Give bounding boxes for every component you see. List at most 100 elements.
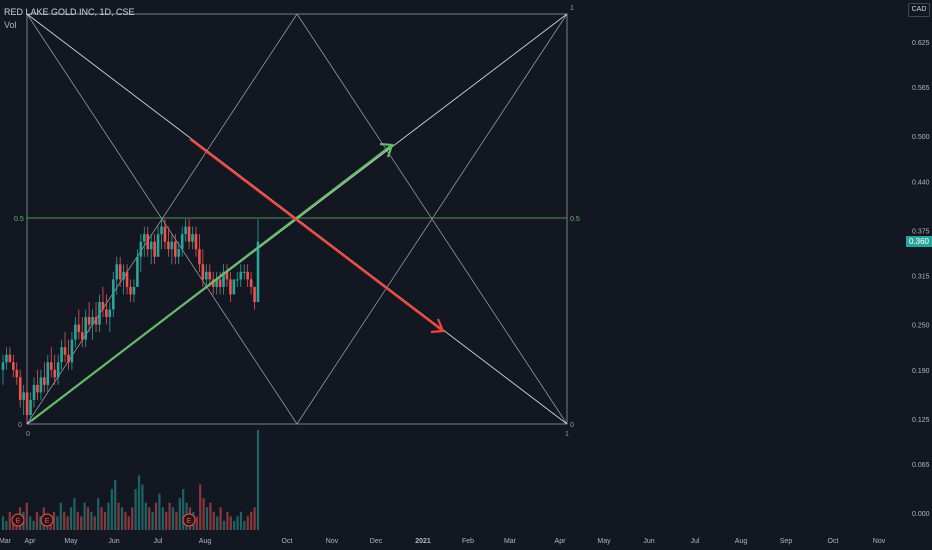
candle-body [249, 279, 253, 287]
volume-bar [229, 516, 232, 530]
candle-body [218, 279, 222, 287]
volume-bar [219, 507, 222, 530]
y-tick-label: 0.375 [912, 228, 930, 235]
volume-bar [1, 516, 5, 530]
x-tick-label: Nov [326, 538, 339, 545]
volume-label: Vol [4, 20, 17, 30]
volume-bar [29, 516, 32, 530]
x-tick-label: Aug [735, 538, 748, 545]
volume-bar [134, 489, 137, 530]
volume-bar [69, 507, 73, 530]
earnings-marker[interactable]: E [40, 513, 54, 527]
time-axis[interactable]: Mar Apr May Jun Jul Aug Oct Nov Dec 2021 Feb Mar Apr… [0, 538, 886, 545]
candle-body [187, 226, 191, 242]
volume-bar [202, 498, 205, 530]
candle-body [84, 317, 88, 340]
currency-button[interactable]: CAD [908, 3, 930, 17]
volume-bar [100, 507, 103, 530]
volume-bar [243, 520, 246, 530]
volume-bar [154, 502, 158, 530]
volume-pane [1, 430, 260, 530]
candle-body [201, 264, 205, 280]
y-tick-label: 0.315 [912, 274, 930, 281]
candle-body [225, 271, 229, 280]
earnings-marker[interactable]: E [182, 513, 196, 527]
candle-body [94, 317, 98, 325]
candle-body [139, 241, 143, 257]
x-tick-label: Apr [555, 538, 567, 545]
volume-bar [253, 507, 256, 530]
volume-bar [25, 502, 28, 530]
candle-body [232, 279, 236, 295]
y-tick-label: 0.065 [912, 462, 930, 469]
price-axis[interactable]: 0.625 0.565 0.500 0.440 0.375 0.315 0.250 0.190… [912, 40, 930, 518]
candle-body [36, 384, 39, 393]
volume-bar [226, 511, 229, 530]
x-tick-label: 2021 [415, 538, 431, 545]
candle-body [18, 377, 22, 400]
candle-body [167, 241, 170, 250]
volume-bar [52, 511, 56, 530]
green-trend-arrow [30, 144, 393, 422]
candle-body [91, 317, 94, 325]
candle-body [246, 271, 249, 280]
fan-line [26, 13, 298, 425]
candle-body [236, 279, 239, 281]
candle-body [208, 271, 212, 280]
volume-bar [239, 511, 243, 530]
candle-body [29, 399, 32, 416]
candle-body [229, 279, 232, 295]
volume-bar [127, 516, 130, 530]
candle-body [242, 271, 246, 273]
volume-bar [199, 484, 202, 530]
candle-body [191, 234, 194, 242]
volume-bar [212, 511, 215, 530]
volume-bar [131, 507, 134, 530]
volume-bar [114, 480, 117, 530]
candle-body [153, 241, 156, 257]
candle-body [256, 241, 260, 302]
volume-bar [209, 502, 212, 530]
x-tick-label: Jun [108, 538, 119, 545]
candle-body [105, 309, 108, 318]
volume-bar [90, 511, 93, 530]
x-tick-label: Jul [154, 538, 163, 545]
candle-body [160, 226, 163, 235]
candle-body [149, 241, 153, 250]
volume-bar [93, 516, 96, 530]
candle-body [46, 362, 50, 385]
volume-bar [168, 502, 171, 530]
volume-bar [117, 502, 120, 530]
drawing-arrows[interactable] [30, 138, 445, 422]
candle-body [98, 301, 101, 325]
volume-bar [110, 489, 113, 530]
fib-label-left: 0 [18, 422, 22, 429]
volume-bar [141, 484, 144, 530]
fib-label-left: 0.5 [14, 216, 24, 223]
fib-label-bottom: 1 [565, 431, 569, 438]
volume-bar [195, 516, 198, 530]
volume-bar [76, 511, 79, 530]
volume-bar [256, 430, 260, 530]
y-tick-label: 0.190 [912, 368, 930, 375]
candle-body [118, 264, 122, 280]
candle-body [205, 271, 208, 280]
candle-body [49, 362, 53, 370]
volume-bar [80, 516, 83, 530]
candle-body [122, 271, 125, 280]
x-tick-label: May [597, 538, 611, 545]
symbol-title[interactable]: RED LAKE GOLD INC, 1D, CSE [4, 7, 135, 17]
candlestick-series [1, 219, 260, 423]
candle-body [177, 249, 181, 257]
x-tick-label: Aug [199, 538, 212, 545]
volume-bar [5, 520, 8, 530]
x-tick-label: Mar [504, 538, 517, 545]
candle-body [77, 324, 81, 333]
volume-bar [39, 516, 42, 530]
volume-bar [120, 507, 124, 530]
earnings-marker[interactable]: E [11, 513, 25, 527]
candle-body [239, 271, 243, 280]
candle-body [70, 339, 74, 363]
